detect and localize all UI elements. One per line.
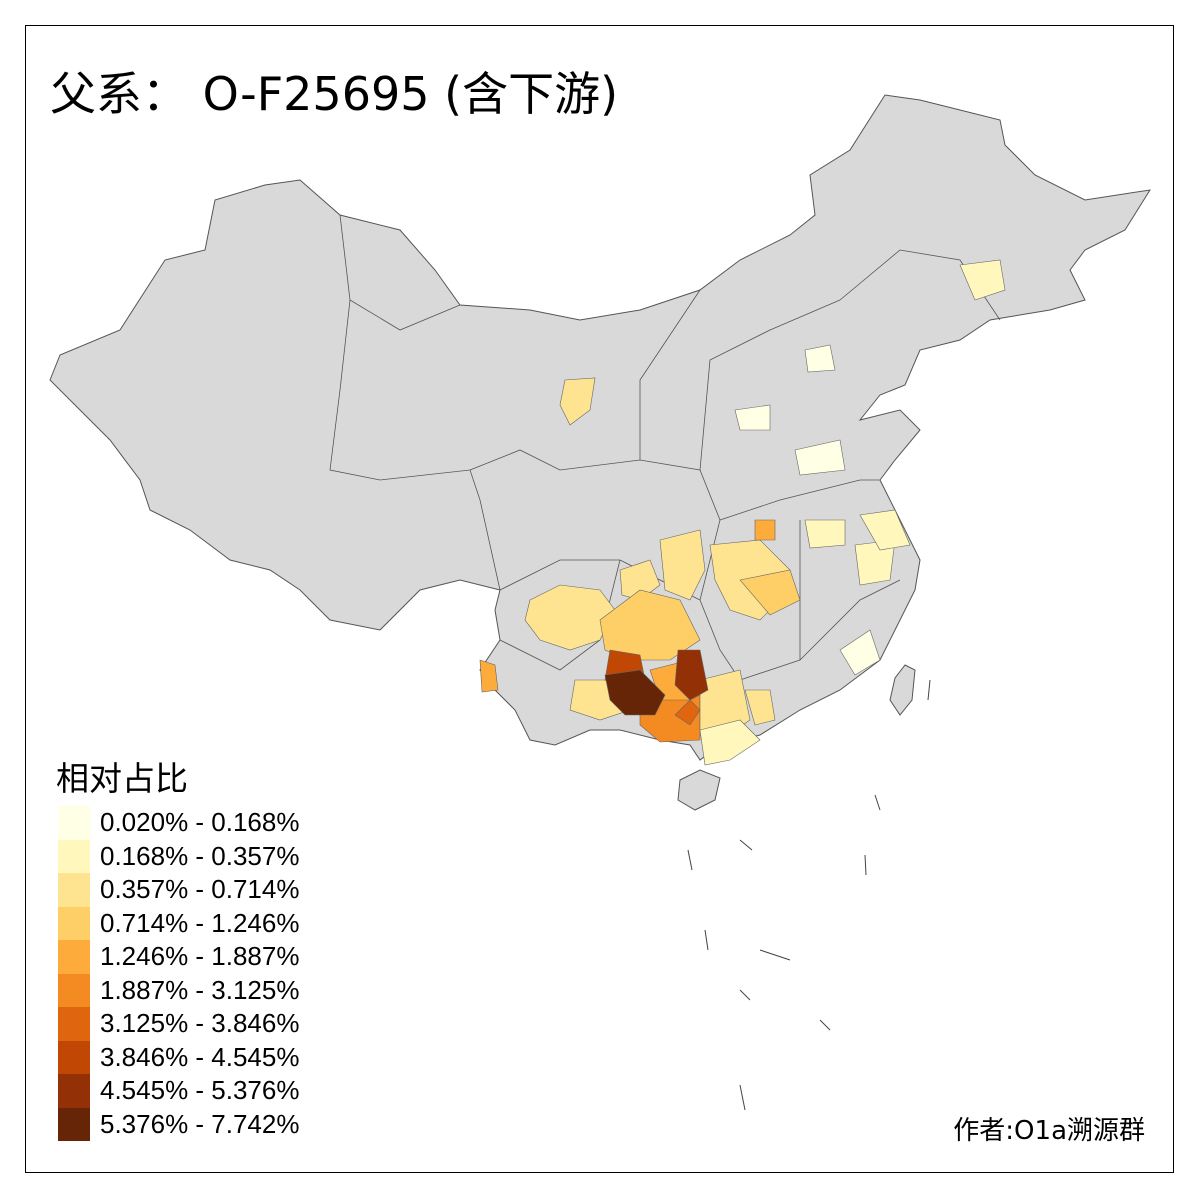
- legend-item: 0.020% - 0.168%: [58, 806, 299, 840]
- prefecture-region: [839, 629, 881, 676]
- prefecture-region: [804, 519, 846, 549]
- province-border: [739, 579, 901, 681]
- island-mark: [759, 949, 791, 961]
- island-mark: [739, 1084, 746, 1111]
- prefecture-region: [739, 569, 801, 616]
- prefecture-region: [734, 404, 771, 431]
- legend-swatch: [58, 940, 90, 974]
- legend-swatch: [58, 873, 90, 907]
- legend-label: 1.246% - 1.887%: [100, 941, 300, 972]
- prefecture-region: [794, 439, 846, 476]
- prefecture-region: [479, 659, 499, 693]
- island-mark: [927, 679, 931, 701]
- china-outline: [49, 94, 1152, 761]
- legend-label: 3.125% - 3.846%: [100, 1008, 300, 1039]
- prefecture-region: [659, 529, 706, 601]
- island-mark: [704, 929, 709, 951]
- prefecture-region: [604, 669, 666, 716]
- province-border: [699, 519, 741, 681]
- legend-swatch: [58, 906, 90, 940]
- legend-label: 0.714% - 1.246%: [100, 907, 300, 938]
- legend-swatch: [58, 839, 90, 873]
- author-credit: 作者:O1a溯源群: [953, 1116, 1145, 1146]
- prefecture-region: [699, 719, 761, 766]
- legend-label: 0.357% - 0.714%: [100, 874, 300, 905]
- legend-swatch: [58, 1040, 90, 1074]
- prefecture-region: [674, 699, 701, 726]
- legend-item: 0.714% - 1.246%: [58, 906, 300, 940]
- legend-item: 1.887% - 3.125%: [58, 973, 300, 1007]
- map-title: 父系： O-F25695 (含下游): [50, 67, 619, 121]
- prefecture-region: [804, 344, 836, 373]
- legend-label: 5.376% - 7.742%: [100, 1108, 300, 1139]
- legend-item: 5.376% - 7.742%: [58, 1107, 300, 1141]
- legend-swatch: [58, 1007, 90, 1041]
- prefecture-region: [524, 584, 616, 651]
- prefecture-region: [754, 519, 776, 541]
- province-border: [719, 479, 880, 521]
- legend-label: 1.887% - 3.125%: [100, 974, 300, 1005]
- legend-label: 0.020% - 0.168%: [100, 807, 300, 838]
- legend-swatch: [58, 1074, 90, 1108]
- legend-item: 3.125% - 3.846%: [58, 1007, 299, 1041]
- legend-label: 4.545% - 5.376%: [100, 1075, 300, 1106]
- legend-item: 3.846% - 4.545%: [58, 1040, 300, 1074]
- legend-swatch: [58, 973, 90, 1007]
- taiwan-island: [889, 664, 916, 716]
- legend-title: 相对占比: [56, 759, 188, 798]
- prefecture-region: [559, 377, 596, 426]
- hainan-island: [677, 769, 721, 811]
- province-border: [329, 299, 481, 501]
- legend-label: 0.168% - 0.357%: [100, 840, 300, 871]
- prefecture-region: [744, 689, 776, 726]
- province-border: [499, 559, 621, 671]
- province-border: [339, 214, 461, 331]
- province-border: [639, 289, 701, 460]
- island-mark: [687, 849, 693, 871]
- legend-swatch: [58, 806, 90, 840]
- legend-item: 1.246% - 1.887%: [58, 940, 299, 974]
- province-border: [699, 299, 841, 471]
- island-mark: [739, 839, 753, 851]
- prefecture-region: [959, 259, 1006, 301]
- legend: 0.020% - 0.168% 0.168% - 0.357% 0.357% - 0…: [58, 806, 299, 1141]
- legend-item: 4.545% - 5.376%: [58, 1074, 299, 1108]
- legend-swatch: [58, 1107, 90, 1141]
- province-border: [479, 499, 501, 591]
- island-mark: [864, 854, 867, 876]
- legend-label: 3.846% - 4.545%: [100, 1041, 300, 1072]
- island-mark: [874, 794, 881, 811]
- province-border: [469, 449, 721, 521]
- island-mark: [739, 989, 751, 1001]
- legend-item: 0.357% - 0.714%: [58, 873, 299, 907]
- map-frame: [25, 25, 1174, 1173]
- legend-item: 0.168% - 0.357%: [58, 839, 300, 873]
- prefecture-region: [859, 509, 911, 551]
- prefecture-region: [674, 649, 709, 701]
- province-border: [499, 559, 701, 601]
- island-mark: [819, 1019, 831, 1031]
